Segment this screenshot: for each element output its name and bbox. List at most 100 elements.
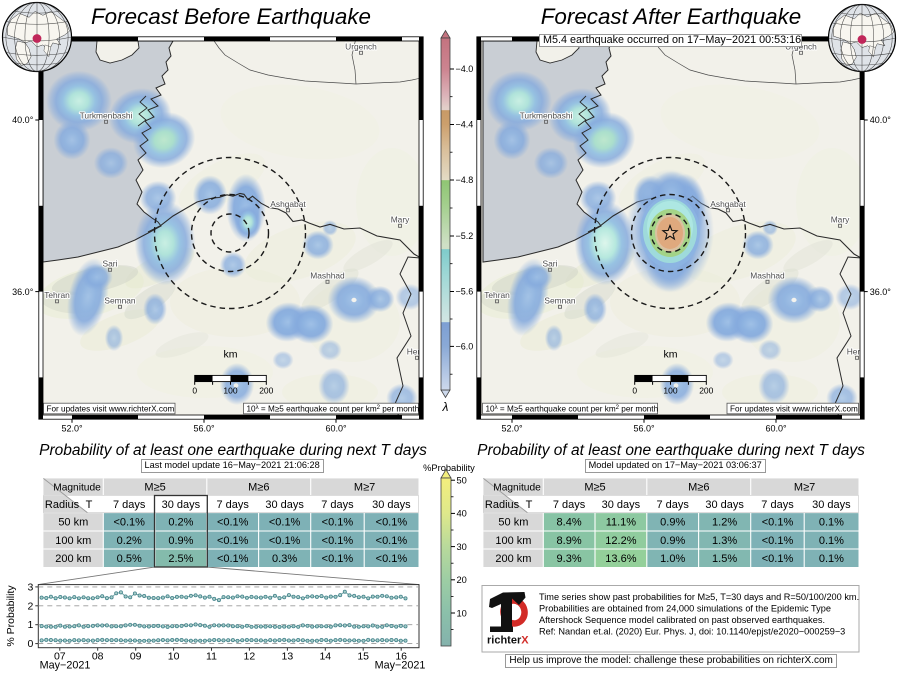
svg-text:8.4%: 8.4% (557, 517, 582, 529)
svg-text:<0.1%: <0.1% (217, 535, 249, 547)
svg-text:200: 200 (259, 386, 273, 396)
svg-text:For updates visit www.richterX: For updates visit www.richterX.com (47, 404, 175, 413)
svg-text:−4.4: −4.4 (456, 120, 474, 130)
svg-text:52.0°: 52.0° (501, 424, 523, 434)
svg-text:12.2%: 12.2% (605, 535, 636, 547)
svg-text:0.2%: 0.2% (117, 535, 142, 547)
svg-text:2.5%: 2.5% (168, 553, 193, 565)
svg-text:60.0°: 60.0° (765, 424, 787, 434)
svg-text:<0.1%: <0.1% (113, 517, 145, 529)
svg-text:km: km (664, 349, 678, 361)
svg-text:0: 0 (632, 386, 637, 396)
svg-text:−4.8: −4.8 (456, 175, 474, 185)
svg-text:0.1%: 0.1% (819, 517, 844, 529)
svg-text:100: 100 (223, 386, 237, 396)
svg-text:100 km: 100 km (495, 535, 531, 547)
svg-text:M≥5: M≥5 (144, 482, 165, 494)
svg-text:200 km: 200 km (495, 553, 531, 565)
svg-text:3: 3 (27, 581, 33, 593)
svg-text:200 km: 200 km (55, 553, 91, 565)
svg-text:Urgench: Urgench (345, 42, 377, 52)
svg-text:0.1%: 0.1% (819, 553, 844, 565)
svg-text:<0.1%: <0.1% (376, 553, 408, 565)
svg-text:50 km: 50 km (58, 517, 88, 529)
svg-text:Mashhad: Mashhad (310, 271, 345, 281)
svg-text:May−2021: May−2021 (375, 660, 426, 672)
svg-text:0.2%: 0.2% (168, 517, 193, 529)
svg-text:30 days: 30 days (372, 499, 411, 511)
svg-text:T: T (86, 499, 93, 511)
svg-text:<0.1%: <0.1% (322, 517, 354, 529)
svg-text:Radius: Radius (45, 499, 80, 511)
svg-text:0.9%: 0.9% (660, 517, 685, 529)
svg-text:0.5%: 0.5% (117, 553, 142, 565)
svg-text:13.6%: 13.6% (605, 553, 636, 565)
svg-text:<0.1%: <0.1% (269, 535, 301, 547)
svg-text:Magnitude: Magnitude (493, 483, 541, 494)
svg-text:Aftershock Sequence model cali: Aftershock Sequence model calibrated on … (539, 615, 825, 625)
svg-text:7 days: 7 days (113, 499, 146, 511)
svg-text:1: 1 (27, 619, 33, 631)
svg-text:7 days: 7 days (553, 499, 586, 511)
svg-text:1.5%: 1.5% (712, 553, 737, 565)
svg-text:Herat: Herat (407, 347, 428, 357)
svg-text:Mary: Mary (391, 215, 410, 225)
svg-text:12: 12 (244, 651, 256, 663)
svg-text:Herat: Herat (847, 347, 868, 357)
svg-text:7 days: 7 days (321, 499, 354, 511)
svg-text:50 km: 50 km (498, 517, 528, 529)
svg-text:<0.1%: <0.1% (269, 517, 301, 529)
svg-text:40.0°: 40.0° (870, 115, 892, 125)
svg-text:<0.1%: <0.1% (376, 535, 408, 547)
svg-text:Semnan: Semnan (104, 296, 136, 306)
svg-text:<0.1%: <0.1% (322, 535, 354, 547)
svg-text:−4.0: −4.0 (456, 64, 474, 74)
svg-text:Probabilities are obtained fro: Probabilities are obtained from 24,000 s… (539, 604, 831, 614)
svg-text:Sari: Sari (103, 259, 118, 269)
svg-text:100 km: 100 km (55, 535, 91, 547)
svg-text:1.0%: 1.0% (660, 553, 685, 565)
svg-text:<0.1%: <0.1% (762, 535, 794, 547)
svg-text:% Probability: % Probability (5, 585, 17, 647)
svg-text:λ: λ (442, 400, 449, 414)
svg-text:30 days: 30 days (602, 499, 641, 511)
svg-text:Magnitude: Magnitude (53, 483, 101, 494)
svg-text:15: 15 (357, 651, 369, 663)
svg-text:30: 30 (457, 542, 467, 552)
svg-text:50: 50 (457, 476, 467, 486)
svg-text:10λ = M≥5 earthquake count per: 10λ = M≥5 earthquake count per km2 per m… (486, 404, 659, 413)
svg-text:Ref: Nandan et.al. (2020) Eur.: Ref: Nandan et.al. (2020) Eur. Phys. J, … (539, 627, 845, 637)
svg-text:52.0°: 52.0° (61, 424, 83, 434)
svg-text:13: 13 (282, 651, 294, 663)
svg-text:Turkmenbashi: Turkmenbashi (520, 111, 573, 121)
svg-text:30 days: 30 days (162, 499, 201, 511)
svg-text:10: 10 (168, 651, 180, 663)
svg-text:M≥5: M≥5 (584, 482, 605, 494)
svg-text:For updates visit www.richterX: For updates visit www.richterX.com (730, 404, 858, 413)
svg-text:Tehran: Tehran (44, 290, 70, 300)
svg-text:<0.1%: <0.1% (322, 553, 354, 565)
svg-text:07: 07 (54, 651, 66, 663)
svg-text:−5.2: −5.2 (456, 231, 474, 241)
svg-text:<0.1%: <0.1% (762, 517, 794, 529)
svg-text:40.0°: 40.0° (12, 115, 34, 125)
svg-text:<0.1%: <0.1% (217, 517, 249, 529)
svg-text:14: 14 (319, 651, 331, 663)
svg-text:−5.6: −5.6 (456, 287, 474, 297)
svg-text:30 days: 30 days (812, 499, 851, 511)
svg-text:<0.1%: <0.1% (762, 553, 794, 565)
svg-text:1.2%: 1.2% (712, 517, 737, 529)
svg-text:10: 10 (457, 608, 467, 618)
svg-text:36.0°: 36.0° (870, 287, 892, 297)
svg-text:Semnan: Semnan (544, 296, 576, 306)
svg-text:2: 2 (27, 600, 33, 612)
svg-text:60.0°: 60.0° (325, 424, 347, 434)
svg-text:−6.0: −6.0 (456, 342, 474, 352)
svg-text:9.3%: 9.3% (557, 553, 582, 565)
svg-text:20: 20 (457, 575, 467, 585)
svg-text:08: 08 (92, 651, 104, 663)
svg-text:7 days: 7 days (656, 499, 689, 511)
svg-text:M≥6: M≥6 (688, 482, 709, 494)
svg-text:30 days: 30 days (705, 499, 744, 511)
svg-text:40: 40 (457, 509, 467, 519)
